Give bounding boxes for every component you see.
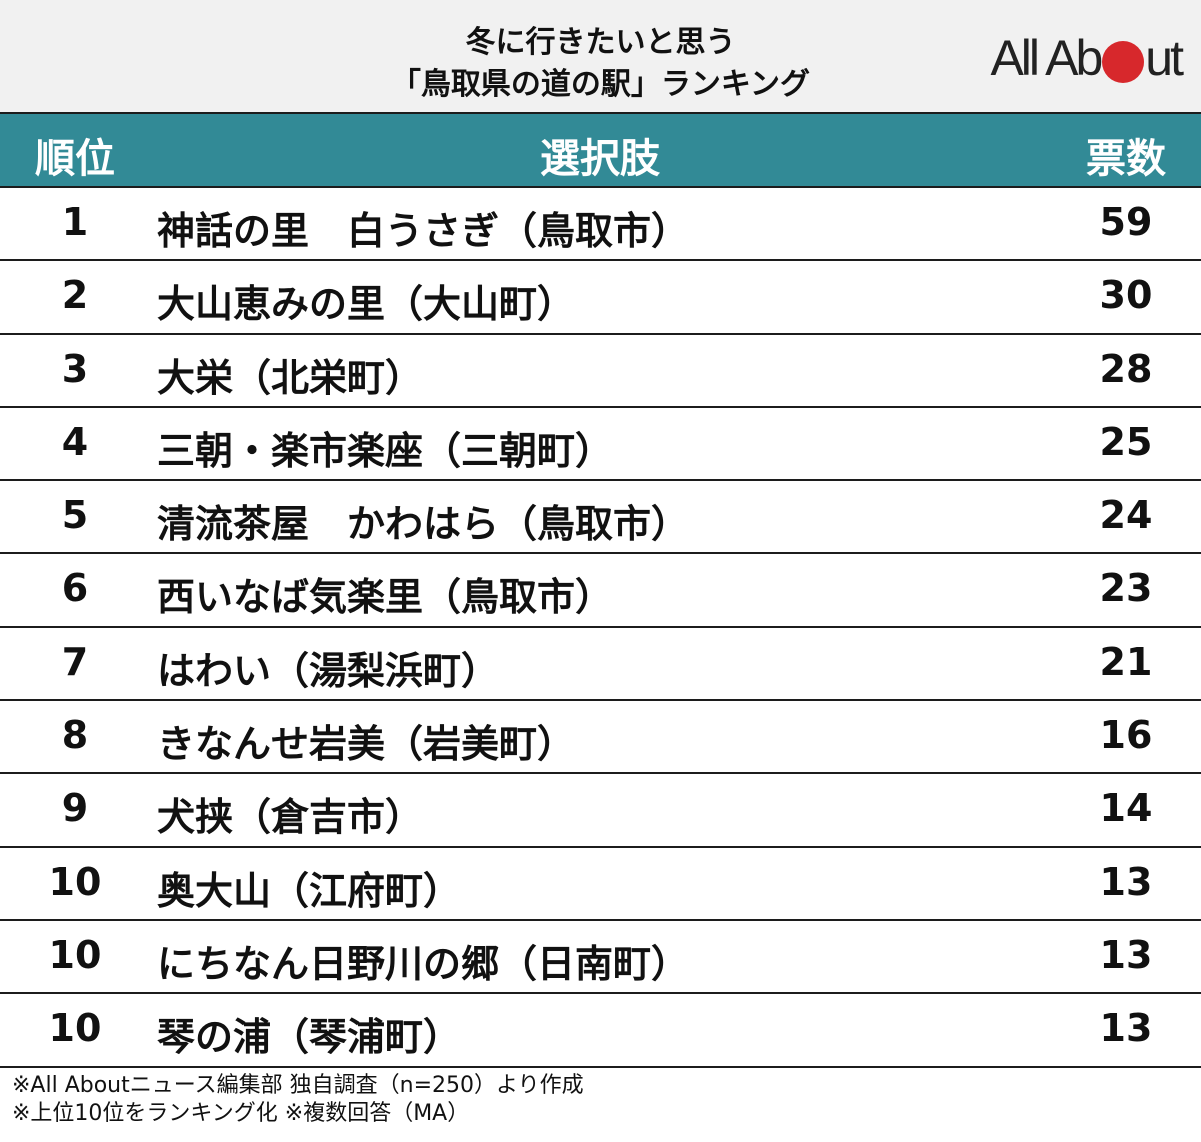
header-votes: 票数 — [1086, 136, 1166, 182]
table-row: 6 西いなば気楽里（鳥取市） 23 — [0, 554, 1201, 628]
row-votes: 59 — [1099, 200, 1153, 244]
row-choice: 大山恵みの里（大山町） — [157, 282, 576, 327]
row-votes: 13 — [1099, 932, 1153, 977]
row-rank: 3 — [61, 346, 89, 391]
row-votes: 24 — [1099, 493, 1153, 538]
table-row: 5 清流茶屋 かわはら（鳥取市） 24 — [0, 481, 1201, 555]
allabout-logo: All Ab ut — [990, 30, 1184, 86]
row-rank: 8 — [61, 713, 89, 758]
chart-title: 冬に行きたいと思う 「鳥取県の道の駅」ランキング — [0, 22, 1201, 106]
row-votes: 21 — [1099, 639, 1153, 684]
table-row: 1 神話の里 白うさぎ（鳥取市） 59 — [0, 188, 1201, 262]
row-choice: 大栄（北栄町） — [157, 355, 424, 400]
row-rank: 10 — [48, 1006, 102, 1051]
table-row: 3 大栄（北栄町） 28 — [0, 335, 1201, 408]
row-rank: 10 — [48, 859, 102, 904]
logo-text-end: ut — [1145, 30, 1184, 86]
row-votes: 25 — [1099, 419, 1153, 464]
ranking-table: 1 神話の里 白うさぎ（鳥取市） 59 2 大山恵みの里（大山町） 30 3 大… — [0, 188, 1201, 1068]
table-row: 10 琴の浦（琴浦町） 13 — [0, 994, 1201, 1068]
row-rank: 9 — [61, 786, 89, 831]
title-area: 冬に行きたいと思う 「鳥取県の道の駅」ランキング All Ab ut — [0, 0, 1201, 114]
header-rank: 順位 — [35, 136, 115, 182]
title-line-1: 冬に行きたいと思う — [465, 25, 736, 60]
logo-red-dot-icon — [1102, 41, 1145, 83]
table-header: 順位 選択肢 票数 — [0, 114, 1201, 188]
row-choice: にちなん日野川の郷（日南町） — [157, 941, 690, 986]
header-choice: 選択肢 — [540, 136, 660, 182]
table-row: 8 きなんせ岩美（岩美町） 16 — [0, 701, 1201, 775]
table-row: 2 大山恵みの里（大山町） 30 — [0, 261, 1201, 335]
row-votes: 30 — [1099, 273, 1153, 318]
row-choice: 琴の浦（琴浦町） — [157, 1015, 462, 1060]
logo-text-start: All Ab — [990, 30, 1103, 86]
row-rank: 7 — [61, 639, 89, 684]
row-choice: 神話の里 白うさぎ（鳥取市） — [157, 209, 690, 253]
row-choice: 犬挟（倉吉市） — [157, 795, 424, 840]
row-choice: 清流茶屋 かわはら（鳥取市） — [157, 502, 690, 547]
row-votes: 13 — [1099, 1006, 1153, 1051]
row-rank: 1 — [61, 200, 89, 244]
row-choice: 三朝・楽市楽座（三朝町） — [157, 428, 614, 473]
row-choice: はわい（湯梨浜町） — [157, 648, 500, 693]
row-votes: 14 — [1099, 786, 1153, 831]
title-line-2: 「鳥取県の道の駅」ランキング — [390, 67, 811, 102]
row-votes: 28 — [1099, 346, 1153, 391]
row-votes: 23 — [1099, 566, 1153, 611]
row-votes: 16 — [1099, 713, 1153, 758]
row-rank: 5 — [61, 493, 89, 538]
table-row: 7 はわい（湯梨浜町） 21 — [0, 628, 1201, 702]
footer-method-note: ※上位10位をランキング化 ※複数回答（MA） — [12, 1101, 470, 1126]
footer-source-note: ※All Aboutニュース編集部 独自調査（n=250）より作成 — [12, 1073, 584, 1098]
row-choice: 奥大山（江府町） — [157, 868, 462, 913]
row-choice: きなんせ岩美（岩美町） — [157, 722, 576, 767]
row-rank: 2 — [61, 273, 89, 318]
row-rank: 4 — [61, 419, 89, 464]
footer-notes: ※All Aboutニュース編集部 独自調査（n=250）より作成 ※上位10位… — [12, 1072, 584, 1128]
row-votes: 13 — [1099, 859, 1153, 904]
table-row: 9 犬挟（倉吉市） 14 — [0, 774, 1201, 848]
row-rank: 10 — [48, 932, 102, 977]
row-rank: 6 — [61, 566, 89, 611]
table-row: 10 奥大山（江府町） 13 — [0, 848, 1201, 921]
row-choice: 西いなば気楽里（鳥取市） — [157, 575, 614, 620]
table-row: 4 三朝・楽市楽座（三朝町） 25 — [0, 408, 1201, 482]
table-row: 10 にちなん日野川の郷（日南町） 13 — [0, 921, 1201, 995]
